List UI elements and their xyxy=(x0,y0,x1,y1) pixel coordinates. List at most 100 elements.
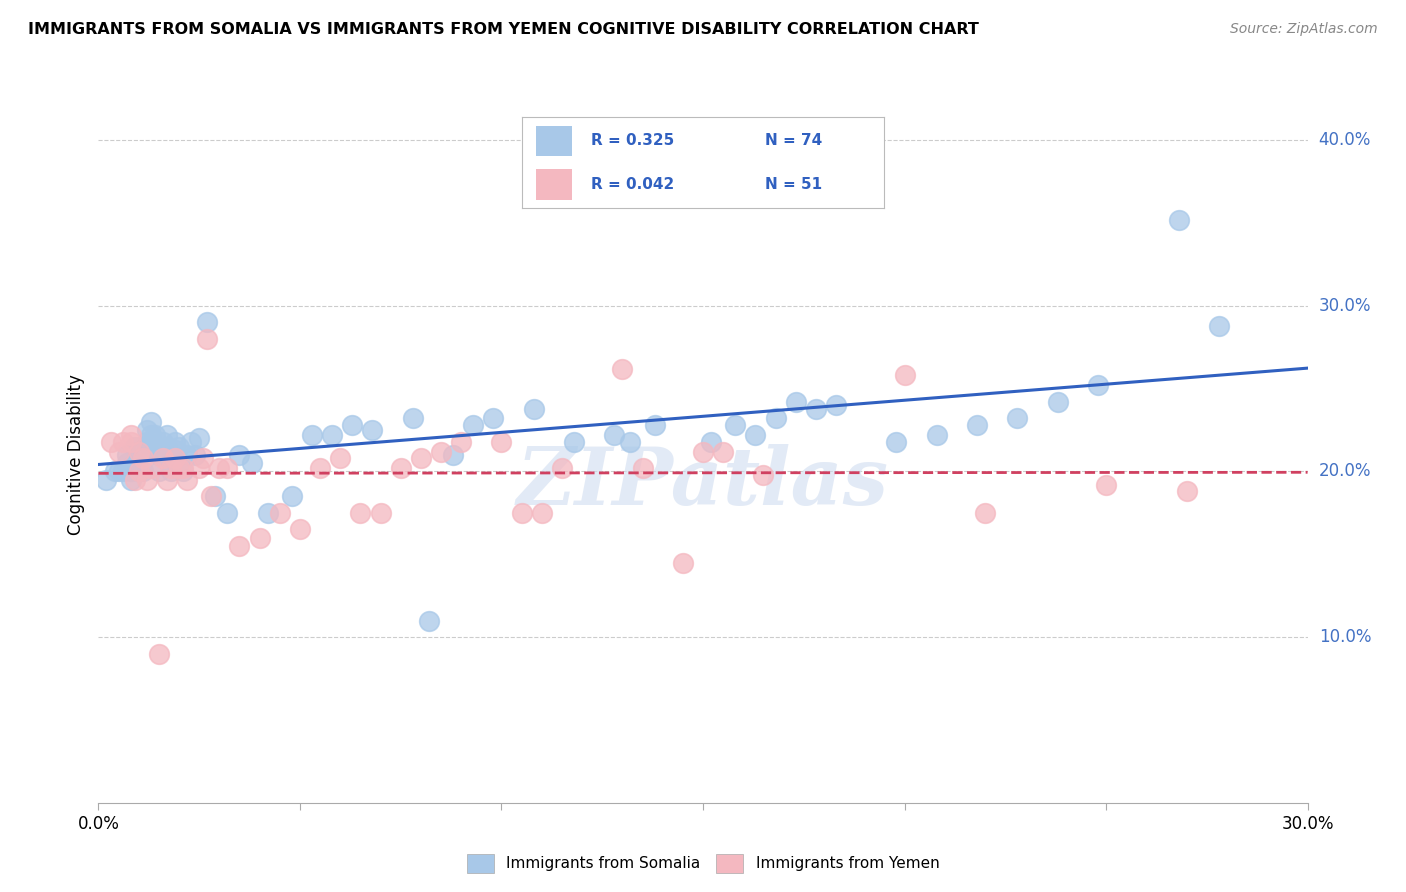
Point xyxy=(217,461,239,475)
Point xyxy=(195,315,218,329)
Text: 40.0%: 40.0% xyxy=(1319,131,1371,149)
Point xyxy=(491,434,513,449)
Point xyxy=(692,444,714,458)
Point xyxy=(160,461,183,475)
Point xyxy=(430,444,453,458)
Point xyxy=(204,489,226,503)
Point xyxy=(115,448,138,462)
Point xyxy=(195,332,218,346)
Point xyxy=(744,428,766,442)
Point xyxy=(111,465,134,479)
Point xyxy=(523,401,546,416)
Point xyxy=(342,418,364,433)
Point xyxy=(128,444,150,458)
Point xyxy=(463,418,485,433)
Point xyxy=(96,473,118,487)
Point xyxy=(143,440,166,454)
Point xyxy=(115,456,138,470)
Point xyxy=(450,434,472,449)
Point xyxy=(612,361,634,376)
Point xyxy=(132,442,155,457)
Point xyxy=(893,368,915,383)
Point xyxy=(966,418,988,433)
Point xyxy=(301,428,323,442)
Point xyxy=(361,423,384,437)
Point xyxy=(100,434,122,449)
Point xyxy=(1046,395,1069,409)
Point xyxy=(1167,212,1189,227)
Point xyxy=(163,442,186,457)
Point xyxy=(139,415,162,429)
Point xyxy=(152,442,174,457)
Point xyxy=(167,440,190,454)
Point xyxy=(329,451,352,466)
Point xyxy=(240,456,263,470)
Point xyxy=(309,461,332,475)
Point xyxy=(672,556,695,570)
Point xyxy=(152,434,174,449)
Point xyxy=(389,461,412,475)
Point xyxy=(530,506,553,520)
Point xyxy=(111,434,134,449)
Point xyxy=(1175,484,1198,499)
Point xyxy=(551,461,574,475)
Point xyxy=(184,448,207,462)
Point xyxy=(482,411,505,425)
Point xyxy=(128,465,150,479)
Point xyxy=(132,451,155,466)
Point xyxy=(156,440,179,454)
Legend: Immigrants from Somalia, Immigrants from Yemen: Immigrants from Somalia, Immigrants from… xyxy=(461,847,945,879)
Point xyxy=(370,506,392,520)
Point xyxy=(402,411,425,425)
Point xyxy=(156,428,179,442)
Point xyxy=(176,448,198,462)
Point xyxy=(1208,318,1230,333)
Point xyxy=(217,506,239,520)
Point xyxy=(700,434,723,449)
Point xyxy=(711,444,734,458)
Point xyxy=(752,467,775,482)
Point xyxy=(193,451,215,466)
Point xyxy=(974,506,997,520)
Point xyxy=(269,506,291,520)
Point xyxy=(785,395,807,409)
Point xyxy=(619,434,641,449)
Point xyxy=(148,448,170,462)
Point xyxy=(418,614,440,628)
Point xyxy=(925,428,948,442)
Point xyxy=(124,456,146,470)
Point xyxy=(135,423,157,437)
Point xyxy=(139,440,162,454)
Point xyxy=(172,465,194,479)
Point xyxy=(103,465,125,479)
Point xyxy=(143,428,166,442)
Point xyxy=(288,523,311,537)
Point xyxy=(128,465,150,479)
Point xyxy=(765,411,787,425)
Point xyxy=(562,434,585,449)
Point xyxy=(128,440,150,454)
Point xyxy=(825,398,848,412)
Point xyxy=(1007,411,1029,425)
Point xyxy=(107,444,129,458)
Point xyxy=(228,448,250,462)
Point xyxy=(631,461,654,475)
Point xyxy=(256,506,278,520)
Point xyxy=(139,461,162,475)
Point xyxy=(124,440,146,454)
Point xyxy=(603,428,626,442)
Point xyxy=(644,418,666,433)
Point xyxy=(132,465,155,479)
Point xyxy=(349,506,371,520)
Point xyxy=(135,473,157,487)
Point xyxy=(188,431,211,445)
Point xyxy=(148,647,170,661)
Point xyxy=(167,461,190,475)
Point xyxy=(120,465,142,479)
Text: 30.0%: 30.0% xyxy=(1319,297,1371,315)
Point xyxy=(724,418,747,433)
Point xyxy=(135,434,157,449)
Point xyxy=(321,428,343,442)
Point xyxy=(886,434,908,449)
Point xyxy=(208,461,231,475)
